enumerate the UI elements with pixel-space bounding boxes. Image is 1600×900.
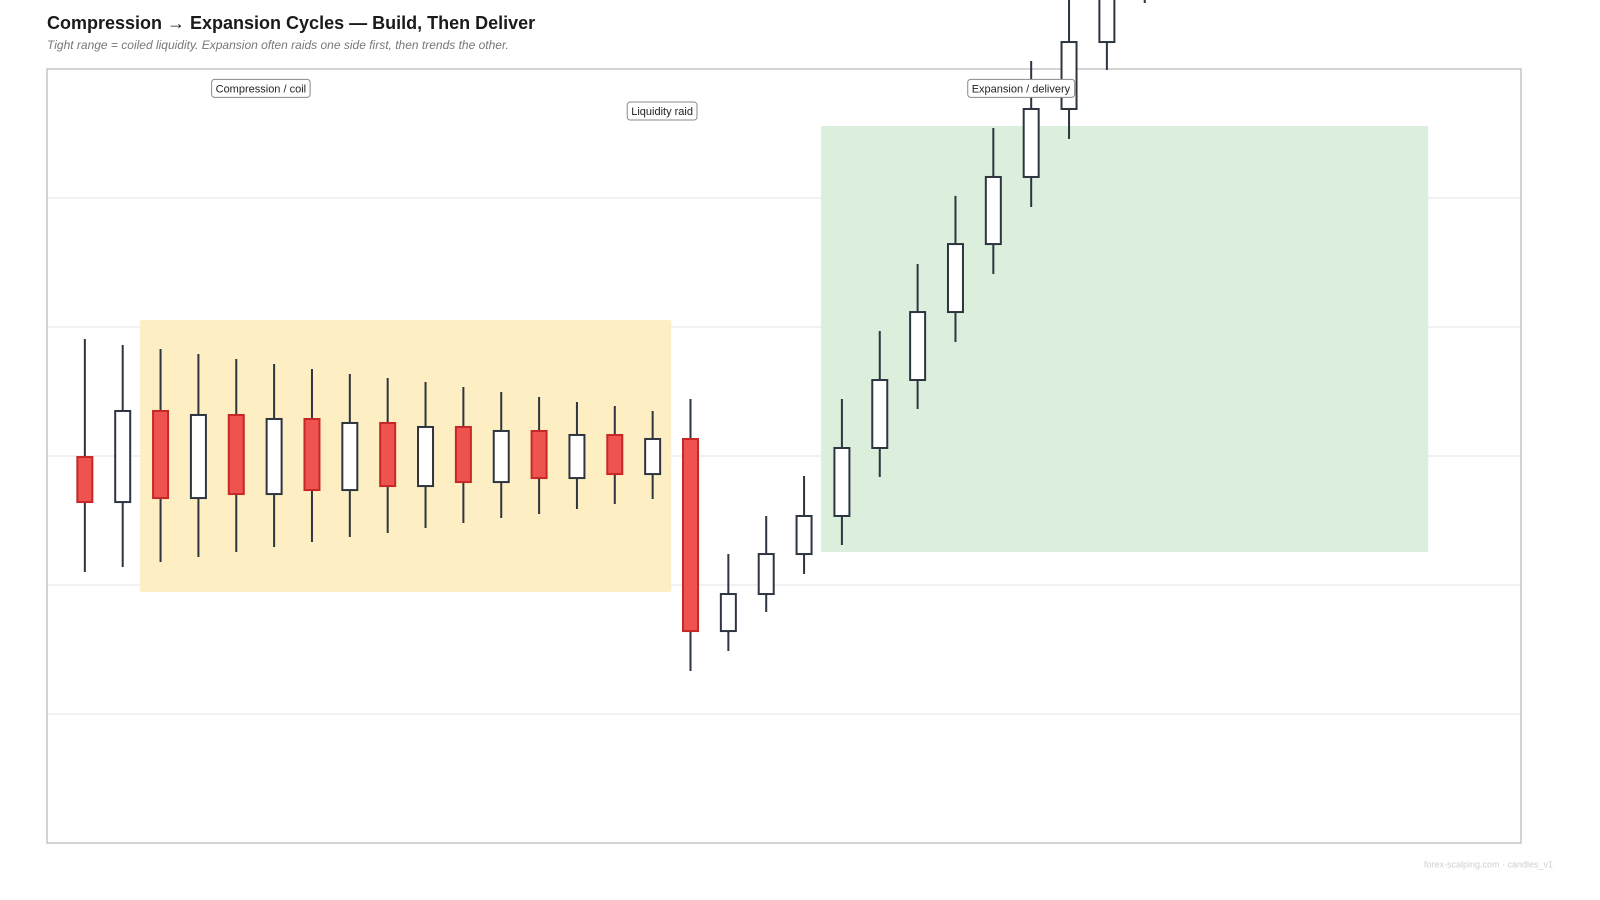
zone xyxy=(140,320,672,592)
candle-body xyxy=(795,514,813,556)
candle-body xyxy=(379,421,397,488)
candle-body xyxy=(492,429,510,484)
annotation: Compression / coil xyxy=(216,83,306,95)
candle-body xyxy=(871,379,889,450)
candle-body xyxy=(265,417,283,496)
candle-body xyxy=(114,409,132,504)
candle-body xyxy=(909,311,927,382)
candle-body xyxy=(227,413,245,496)
candle-body xyxy=(719,593,737,633)
candle-body xyxy=(417,425,435,488)
candle-body xyxy=(606,433,624,476)
chart-subtitle: Tight range = coiled liquidity. Expansio… xyxy=(47,38,509,52)
candle-body xyxy=(454,425,472,484)
annotation-box xyxy=(626,101,698,121)
candle-body xyxy=(189,413,207,500)
candle-body xyxy=(530,429,548,480)
candle-body xyxy=(682,437,700,633)
candle-body xyxy=(757,553,775,596)
candle-body xyxy=(1060,41,1078,110)
annotation: Liquidity raid xyxy=(631,106,693,118)
candle-body xyxy=(833,447,851,517)
candle-body xyxy=(341,421,359,492)
annotation-box xyxy=(967,78,1076,98)
candle-body xyxy=(76,456,94,504)
candle-body xyxy=(303,417,321,492)
candle-body xyxy=(568,433,586,480)
annotation: Expansion / delivery xyxy=(972,83,1071,95)
annotation-box xyxy=(211,78,311,98)
candle-body xyxy=(644,437,662,476)
candle-body xyxy=(946,243,964,314)
chart-title: Compression → Expansion Cycles — Build, … xyxy=(47,13,535,33)
candle-body xyxy=(984,175,1002,246)
candle-body xyxy=(152,409,170,500)
candle-body xyxy=(1098,0,1116,44)
candle-body xyxy=(1022,107,1040,178)
plot-frame xyxy=(46,68,1522,844)
footer: forex-scalping.com · candles_v1 xyxy=(1424,859,1553,869)
